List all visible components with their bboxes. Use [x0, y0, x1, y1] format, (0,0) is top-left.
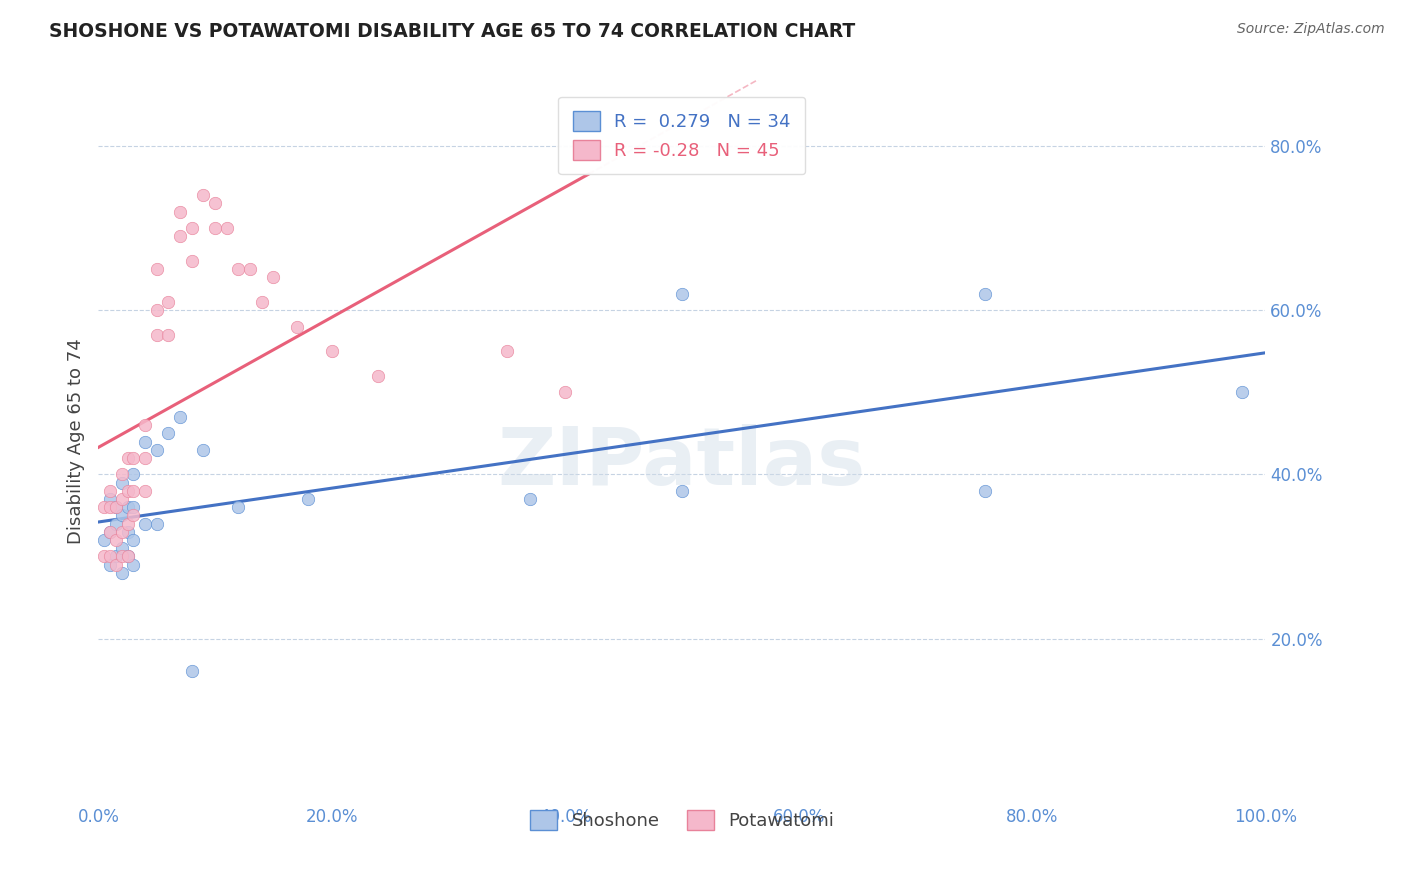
Point: [111, 566, 134, 580]
Point: [98, 483, 121, 498]
Point: [146, 262, 169, 277]
Point: [204, 221, 226, 235]
Point: [111, 549, 134, 564]
Point: [122, 467, 145, 482]
Point: [98, 558, 121, 572]
Point: [146, 442, 169, 457]
Point: [93, 500, 115, 515]
Point: [146, 327, 169, 342]
Point: [98, 524, 121, 539]
Point: [204, 196, 226, 211]
Point: [122, 450, 145, 465]
Point: [111, 467, 134, 482]
Point: [671, 286, 693, 301]
Point: [117, 483, 139, 498]
Point: [93, 549, 115, 564]
Point: [180, 253, 202, 268]
Legend: Shoshone, Potawatomi: Shoshone, Potawatomi: [516, 796, 848, 845]
Point: [974, 286, 997, 301]
Point: [104, 549, 127, 564]
Point: [496, 344, 519, 359]
Point: [169, 409, 191, 424]
Point: [122, 483, 145, 498]
Point: [111, 508, 134, 523]
Point: [111, 491, 134, 506]
Point: [98, 491, 121, 506]
Point: [111, 524, 134, 539]
Point: [117, 549, 139, 564]
Point: [321, 344, 343, 359]
Point: [104, 558, 127, 572]
Point: [117, 549, 139, 564]
Point: [193, 188, 215, 202]
Point: [134, 483, 156, 498]
Point: [98, 549, 121, 564]
Point: [117, 516, 139, 531]
Point: [134, 418, 156, 433]
Point: [104, 516, 127, 531]
Point: [1230, 385, 1253, 400]
Point: [180, 665, 202, 679]
Point: [239, 262, 262, 277]
Point: [98, 524, 121, 539]
Point: [93, 533, 115, 547]
Point: [104, 500, 127, 515]
Point: [228, 500, 250, 515]
Text: SHOSHONE VS POTAWATOMI DISABILITY AGE 65 TO 74 CORRELATION CHART: SHOSHONE VS POTAWATOMI DISABILITY AGE 65…: [49, 22, 855, 41]
Point: [104, 533, 127, 547]
Point: [117, 450, 139, 465]
Point: [134, 516, 156, 531]
Point: [285, 319, 308, 334]
Text: Source: ZipAtlas.com: Source: ZipAtlas.com: [1237, 22, 1385, 37]
Point: [157, 426, 180, 441]
Point: [193, 442, 215, 457]
Point: [215, 221, 238, 235]
Point: [367, 368, 389, 383]
Point: [146, 303, 169, 318]
Point: [157, 327, 180, 342]
Point: [98, 500, 121, 515]
Text: ZIPatlas: ZIPatlas: [498, 425, 866, 502]
Point: [228, 262, 250, 277]
Point: [122, 533, 145, 547]
Point: [974, 483, 997, 498]
Point: [250, 295, 273, 310]
Point: [554, 385, 576, 400]
Point: [104, 500, 127, 515]
Point: [519, 491, 541, 506]
Point: [297, 491, 319, 506]
Point: [122, 500, 145, 515]
Point: [671, 483, 693, 498]
Point: [111, 541, 134, 556]
Point: [169, 204, 191, 219]
Point: [111, 475, 134, 490]
Point: [117, 524, 139, 539]
Point: [134, 434, 156, 449]
Point: [262, 270, 284, 285]
Point: [180, 221, 202, 235]
Point: [134, 450, 156, 465]
Point: [117, 500, 139, 515]
Point: [157, 295, 180, 310]
Y-axis label: Disability Age 65 to 74: Disability Age 65 to 74: [66, 339, 84, 544]
Point: [146, 516, 169, 531]
Point: [122, 558, 145, 572]
Point: [169, 229, 191, 244]
Point: [122, 508, 145, 523]
